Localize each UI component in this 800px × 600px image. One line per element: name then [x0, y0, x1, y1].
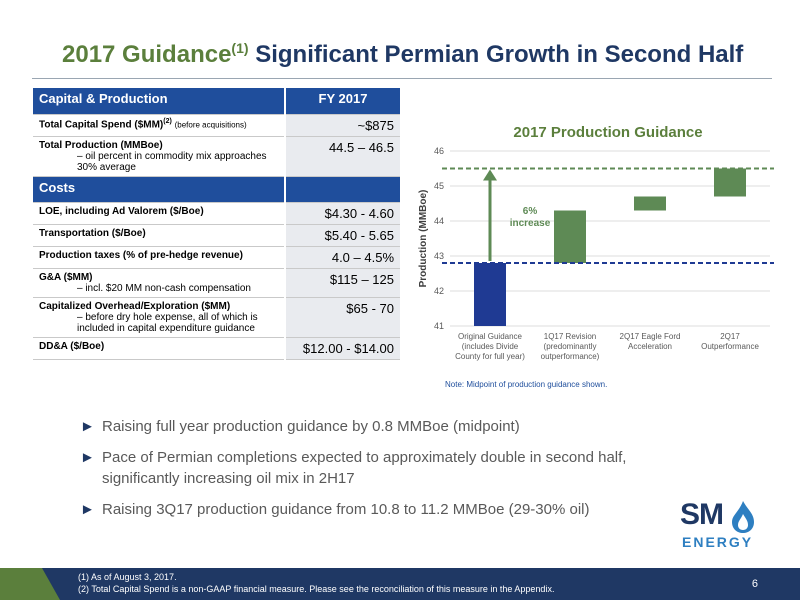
x-tick-label: County for full year)	[455, 352, 525, 361]
bullet-arrow-icon: ►	[80, 449, 95, 466]
header-label: Costs	[33, 176, 285, 203]
y-tick-label: 46	[434, 146, 444, 156]
annotation-line1: 6%	[523, 206, 538, 217]
chart-note: Note: Midpoint of production guidance sh…	[445, 380, 608, 389]
x-tick-label: Original Guidance	[458, 332, 523, 341]
footnote: (1) As of August 3, 2017.	[78, 572, 177, 582]
footnote: (2) Total Capital Spend is a non-GAAP fi…	[78, 584, 555, 594]
page-number: 6	[751, 578, 758, 590]
row-label: Production taxes (% of pre-hedge revenue…	[39, 249, 243, 261]
x-tick-label: 2Q17 Eagle Ford	[620, 332, 681, 341]
table-row: DD&A ($/Boe) $12.00 - $14.00	[33, 337, 400, 360]
table-header-costs: Costs	[33, 176, 400, 203]
bar-1	[474, 263, 506, 326]
bullet-item: ► Pace of Permian completions expected to…	[80, 449, 627, 487]
bullet-item: ► Raising 3Q17 production guidance from 1…	[80, 501, 590, 518]
row-label: LOE, including Ad Valorem ($/Boe)	[39, 205, 204, 217]
footnotes: (1) As of August 3, 2017. (2) Total Capi…	[78, 571, 554, 595]
bar-2	[554, 210, 586, 263]
table-row: Capitalized Overhead/Exploration ($MM) – …	[33, 297, 400, 338]
y-tick-label: 43	[434, 251, 444, 261]
footer-bar	[0, 568, 800, 600]
chart-title: 2017 Production Guidance	[513, 124, 702, 141]
title-divider	[32, 78, 772, 79]
table-row: Production taxes (% of pre-hedge revenue…	[33, 246, 400, 269]
row-value: $5.40 - 5.65	[284, 224, 400, 247]
increase-arrow-icon	[483, 169, 497, 181]
x-tick-label: (predominantly	[544, 342, 597, 351]
row-value: ~$875	[284, 114, 400, 137]
row-label: Capitalized Overhead/Exploration ($MM)	[39, 300, 231, 312]
x-tick-label: Acceleration	[628, 342, 672, 351]
table-header-capital: Capital & Production FY 2017	[33, 88, 400, 115]
bar-3	[634, 196, 666, 211]
x-tick-label: Outperformance	[701, 342, 759, 351]
header-label: Capital & Production	[33, 88, 285, 115]
row-label: DD&A ($/Boe)	[39, 340, 105, 352]
bullet-arrow-icon: ►	[80, 418, 95, 435]
x-tick-label: 1Q17 Revision	[544, 332, 596, 341]
table-row: G&A ($MM) – incl. $20 MM non-cash compens…	[33, 268, 400, 298]
bullet-item: ► Raising full year production guidance b…	[80, 418, 520, 435]
bar-4	[714, 168, 746, 197]
row-label: Transportation ($/Boe)	[39, 227, 146, 239]
header-value: FY 2017	[284, 88, 400, 115]
x-tick-label: (includes Divide	[462, 342, 519, 351]
row-label: Total Capital Spend ($MM)	[39, 118, 164, 130]
row-label: Total Production (MMBoe)	[39, 139, 163, 151]
table-row: Total Production (MMBoe) – oil percent in…	[33, 136, 400, 177]
table-row: Total Capital Spend ($MM)(2) (before acq…	[33, 114, 400, 137]
row-value: 4.0 – 4.5%	[284, 246, 400, 269]
row-value: $115 – 125	[284, 268, 400, 298]
x-tick-label: 2Q17	[720, 332, 740, 341]
row-value: $65 - 70	[284, 297, 400, 338]
page-title: 2017 Guidance(1) Significant Permian Gro…	[62, 40, 744, 68]
production-guidance-chart: 2017 Production Guidance Production (MMBo…	[418, 124, 774, 361]
guidance-table: Capital & Production FY 2017 Total Capit…	[33, 88, 400, 360]
row-value: $12.00 - $14.00	[284, 337, 400, 360]
y-tick-label: 42	[434, 286, 444, 296]
y-tick-label: 44	[434, 216, 444, 226]
y-tick-label: 41	[434, 321, 444, 331]
bullet-list: ► Raising full year production guidance b…	[80, 416, 700, 530]
row-value: $4.30 - 4.60	[284, 202, 400, 225]
sm-energy-logo: SM ENERGY	[680, 498, 776, 554]
annotation-line2: increase	[510, 218, 551, 229]
y-axis-label: Production (MMBoe)	[418, 190, 429, 288]
bullet-arrow-icon: ►	[80, 501, 95, 518]
table-row: Transportation ($/Boe) $5.40 - 5.65	[33, 224, 400, 247]
flame-icon	[732, 501, 754, 533]
row-value: 44.5 – 46.5	[284, 136, 400, 177]
row-label: G&A ($MM)	[39, 271, 93, 283]
table-row: LOE, including Ad Valorem ($/Boe) $4.30 …	[33, 202, 400, 225]
x-tick-label: outperformance)	[541, 352, 600, 361]
y-tick-label: 45	[434, 181, 444, 191]
